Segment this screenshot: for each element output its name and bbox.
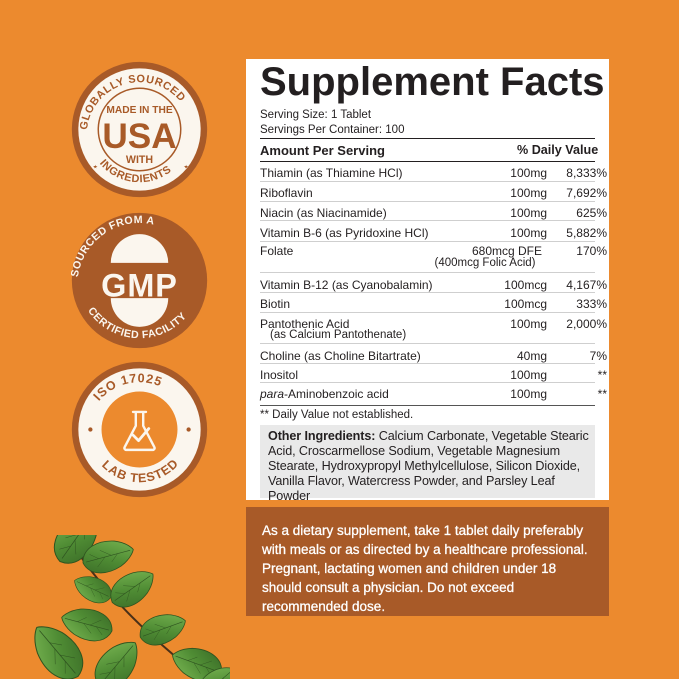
- svg-text:USA: USA: [102, 117, 176, 156]
- svg-text:GMP: GMP: [101, 267, 178, 303]
- svg-text:MADE IN THE: MADE IN THE: [106, 105, 172, 116]
- svg-text:WITH: WITH: [126, 154, 153, 166]
